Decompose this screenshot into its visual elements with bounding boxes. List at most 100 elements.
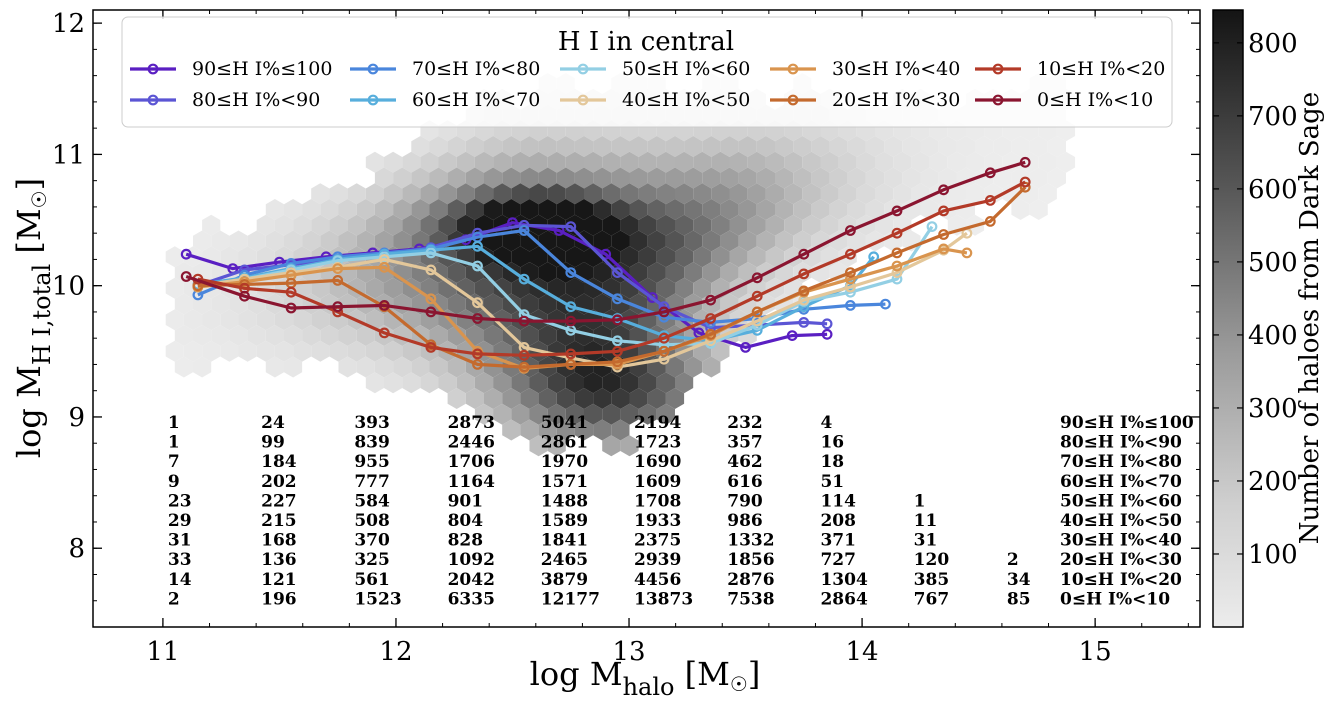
hexbin-cell: [265, 356, 284, 378]
hexbin-cell: [384, 309, 403, 331]
hexbin-cell: [347, 183, 366, 205]
hexbin-cell: [347, 214, 366, 236]
count-cell: 9: [168, 472, 180, 492]
hexbin-cell: [447, 136, 466, 157]
hexbin-cell: [584, 214, 603, 236]
series-point: [565, 221, 577, 233]
hexbin-cell: [538, 293, 557, 315]
hexbin-cell: [693, 246, 712, 268]
legend-item: 60≤H I%<70: [350, 89, 540, 111]
hexbin-cell: [793, 199, 812, 220]
hexbin-cell: [202, 309, 221, 331]
series-point: [926, 221, 938, 233]
legend-swatch-marker: [367, 94, 379, 106]
series-point: [285, 286, 297, 298]
hexbin-cell: [211, 293, 230, 315]
hexbin-cell: [975, 136, 994, 157]
series-point: [798, 268, 810, 280]
count-cell: 232: [727, 413, 763, 433]
series-point: [984, 215, 996, 227]
hexbin-cell: [456, 277, 475, 299]
count-cell: 2375: [634, 531, 681, 551]
y-axis-title: log MH I,total [M☉]: [10, 178, 56, 458]
hexbin-cell: [320, 325, 339, 346]
hexbin-cell: [174, 325, 193, 346]
legend-label: 30≤H I%<40: [832, 58, 960, 80]
hexbin-cell: [675, 277, 694, 299]
series-point: [425, 264, 437, 276]
hexbin-cell: [393, 230, 412, 252]
hexbin-cell: [393, 199, 412, 220]
hexbin-cell: [193, 356, 212, 378]
hexbin-cell: [656, 403, 675, 425]
series-point: [378, 261, 390, 273]
series-point: [612, 335, 623, 347]
hexbin-cell: [966, 183, 985, 205]
hexbin-cell: [602, 435, 621, 457]
count-cell: 85: [1007, 589, 1031, 609]
hexbin-cell: [984, 183, 1003, 205]
count-cell: 2446: [448, 433, 495, 453]
hexbin-cell: [484, 356, 503, 378]
legend-swatch-marker: [577, 94, 589, 106]
hexbin-cell: [638, 151, 657, 173]
series-point: [821, 328, 833, 340]
hexbin-cell: [593, 262, 612, 283]
hexbin-cell: [247, 325, 266, 346]
x-tick-label: 11: [146, 637, 179, 667]
hexbin-cell: [747, 246, 766, 268]
count-cell: 2465: [541, 550, 588, 570]
hexbin-cell: [602, 372, 621, 394]
count-cell: 6335: [448, 589, 495, 609]
hexbin-cell: [356, 199, 375, 220]
hexbin-cell: [556, 199, 575, 220]
count-cell: 11: [914, 511, 938, 531]
hexbin-cell: [656, 246, 675, 268]
hexbin-cell: [411, 356, 430, 378]
count-row-label: 30≤H I%<40: [1060, 531, 1182, 551]
hexbin-cell: [284, 199, 303, 220]
series-point: [751, 290, 763, 302]
hexbin-cell: [493, 151, 512, 173]
hexbin-cell: [511, 183, 530, 205]
count-cell: 767: [914, 589, 950, 609]
series-point: [798, 317, 810, 328]
hexbin-cell: [165, 340, 184, 362]
count-cell: 727: [820, 550, 856, 570]
colorbar-tick-label: 200: [1248, 467, 1298, 497]
hexbin-cell: [602, 403, 621, 425]
series-point: [751, 272, 763, 284]
count-cell: 2864: [820, 589, 867, 609]
hexbin-cell: [756, 136, 775, 157]
hexbin-cell: [775, 199, 794, 220]
series-point: [472, 240, 483, 252]
hexbin-cell: [574, 167, 594, 189]
hexbin-cell: [302, 325, 321, 346]
count-cell: 4456: [634, 570, 681, 590]
series-point: [938, 243, 949, 255]
series-point: [938, 184, 949, 196]
series-point: [646, 292, 658, 303]
count-cell: 24: [261, 413, 285, 433]
hexbin-cell: [629, 167, 648, 189]
series-point: [332, 275, 344, 286]
hexbin-cell: [402, 151, 421, 173]
hexbin-cell: [256, 214, 275, 236]
hexbin-cell: [256, 309, 275, 331]
hexbin-cell: [338, 293, 357, 315]
count-cell: 462: [727, 452, 763, 472]
legend-label: 50≤H I%<60: [622, 58, 750, 80]
hexbin-cell: [747, 214, 766, 236]
series-point: [425, 306, 437, 318]
count-row-label: 80≤H I%<90: [1060, 433, 1182, 453]
hexbin-cell: [611, 167, 630, 189]
series-point: [378, 327, 390, 339]
hexbin-cell: [956, 136, 975, 157]
series-point: [798, 285, 810, 297]
hexbin-cell: [293, 340, 312, 362]
count-cell: 1841: [541, 531, 588, 551]
hexbin-cell: [811, 136, 830, 157]
series-point: [938, 205, 949, 217]
count-cell: 120: [914, 550, 950, 570]
hexbin-cell: [902, 167, 921, 189]
